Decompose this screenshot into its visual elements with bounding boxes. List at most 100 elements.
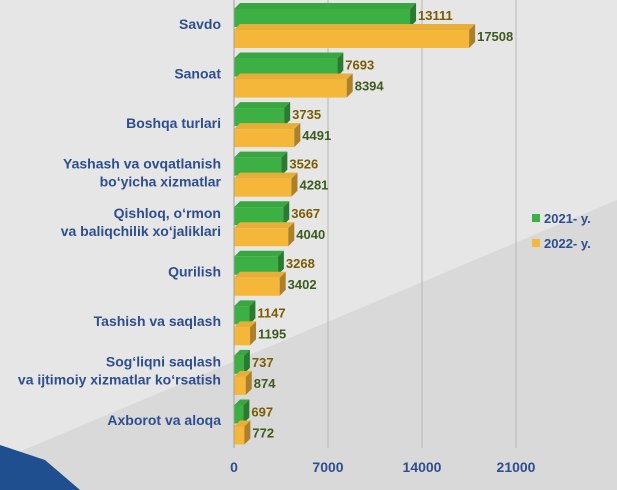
data-label: 3526 — [289, 157, 318, 172]
bar-2022 — [234, 123, 301, 148]
category-label: Axborot va aloqa — [107, 412, 221, 428]
category-label: Boshqa turlari — [126, 115, 221, 131]
bar-2021 — [234, 300, 256, 325]
bar-side — [284, 102, 291, 127]
bar-2021 — [234, 102, 291, 127]
bar-top — [234, 172, 298, 179]
legend-label: 2021- y. — [544, 211, 591, 226]
bar-2022 — [234, 24, 476, 48]
bar-side — [250, 321, 257, 346]
legend-swatch — [532, 239, 540, 247]
data-label: 4491 — [302, 128, 331, 143]
bar-top — [234, 399, 250, 406]
bar-face — [234, 306, 250, 325]
bar-top — [234, 349, 250, 356]
bar-face — [234, 355, 244, 374]
bar-2022 — [234, 271, 286, 296]
category-label: Sanoat — [174, 65, 221, 81]
bar-2022 — [234, 172, 298, 197]
bar-side — [281, 151, 288, 176]
bar-side — [243, 399, 250, 424]
bar-top — [234, 250, 284, 257]
data-label: 3268 — [286, 256, 315, 271]
bar-face — [234, 207, 284, 226]
bar-top — [234, 201, 290, 208]
legend-label: 2022- y. — [544, 236, 591, 251]
bar-face — [234, 426, 245, 445]
bar-side — [243, 349, 250, 374]
data-label: 772 — [252, 425, 274, 440]
x-tick-label: 14000 — [403, 459, 442, 475]
bar-2021 — [234, 3, 417, 27]
category-label: Qishloq, o‘rmon va baliqchilik xo‘jalikla… — [61, 205, 221, 239]
bar-2021 — [234, 151, 288, 176]
bar-side — [469, 24, 476, 48]
data-label: 1195 — [258, 326, 286, 341]
bar-side — [288, 222, 295, 247]
bar-face — [234, 228, 289, 247]
bar-top — [234, 3, 417, 9]
data-label: 8394 — [355, 79, 385, 94]
category-label: Savdo — [179, 16, 221, 32]
bar-top — [234, 151, 288, 158]
category-label: Tashish va saqlash — [94, 313, 221, 329]
category-label: Sog‘liqni saqlash va ijtimoiy xizmatlar k… — [18, 354, 221, 388]
bar-2021 — [234, 349, 250, 374]
x-tick-label: 0 — [230, 459, 238, 475]
bar-face — [234, 157, 282, 176]
bar-side — [277, 250, 284, 275]
data-label: 3735 — [292, 107, 321, 122]
data-label: 4281 — [299, 178, 328, 193]
bar-side — [337, 52, 344, 77]
bar-top — [234, 102, 291, 109]
bar-top — [234, 73, 353, 80]
bar-side — [244, 420, 251, 445]
data-label: 1147 — [257, 305, 285, 320]
data-label: 7693 — [345, 58, 374, 73]
data-label: 3402 — [288, 277, 317, 292]
bar-face — [234, 108, 285, 127]
bar-face — [234, 277, 280, 296]
bar-face — [234, 376, 246, 395]
bar-2021 — [234, 250, 284, 275]
bar-side — [294, 123, 301, 148]
data-label: 737 — [252, 355, 274, 370]
bar-2022 — [234, 73, 353, 98]
bar-top — [234, 52, 344, 59]
bar-top — [234, 370, 252, 377]
bar-top — [234, 271, 286, 278]
data-label: 874 — [254, 376, 276, 391]
bar-side — [283, 201, 290, 226]
legend-swatch — [532, 214, 540, 222]
bar-top — [234, 24, 476, 30]
data-label: 13111 — [418, 8, 453, 23]
bar-top — [234, 300, 256, 307]
bar-2022 — [234, 222, 295, 247]
bar-side — [245, 370, 252, 395]
bar-face — [234, 405, 244, 424]
bar-2022 — [234, 321, 257, 346]
data-label: 3667 — [291, 206, 320, 221]
bar-2022 — [234, 370, 252, 395]
bar-face — [234, 58, 338, 77]
bar-face — [234, 9, 411, 27]
bar-side — [279, 271, 286, 296]
category-label: Qurilish — [168, 264, 221, 280]
bar-side — [410, 3, 417, 27]
bar-top — [234, 420, 251, 427]
x-tick-label: 7000 — [312, 459, 343, 475]
bar-2021 — [234, 52, 344, 77]
bar-face — [234, 129, 295, 148]
bar-top — [234, 222, 295, 229]
bar-face — [234, 327, 251, 346]
bar-side — [249, 300, 256, 325]
bar-face — [234, 256, 278, 275]
bar-side — [346, 73, 353, 98]
bar-2022 — [234, 420, 251, 445]
bar-face — [234, 30, 470, 48]
data-label: 4040 — [296, 227, 325, 242]
bar-face — [234, 178, 292, 197]
data-label: 17508 — [477, 29, 513, 44]
bar-2021 — [234, 399, 250, 424]
